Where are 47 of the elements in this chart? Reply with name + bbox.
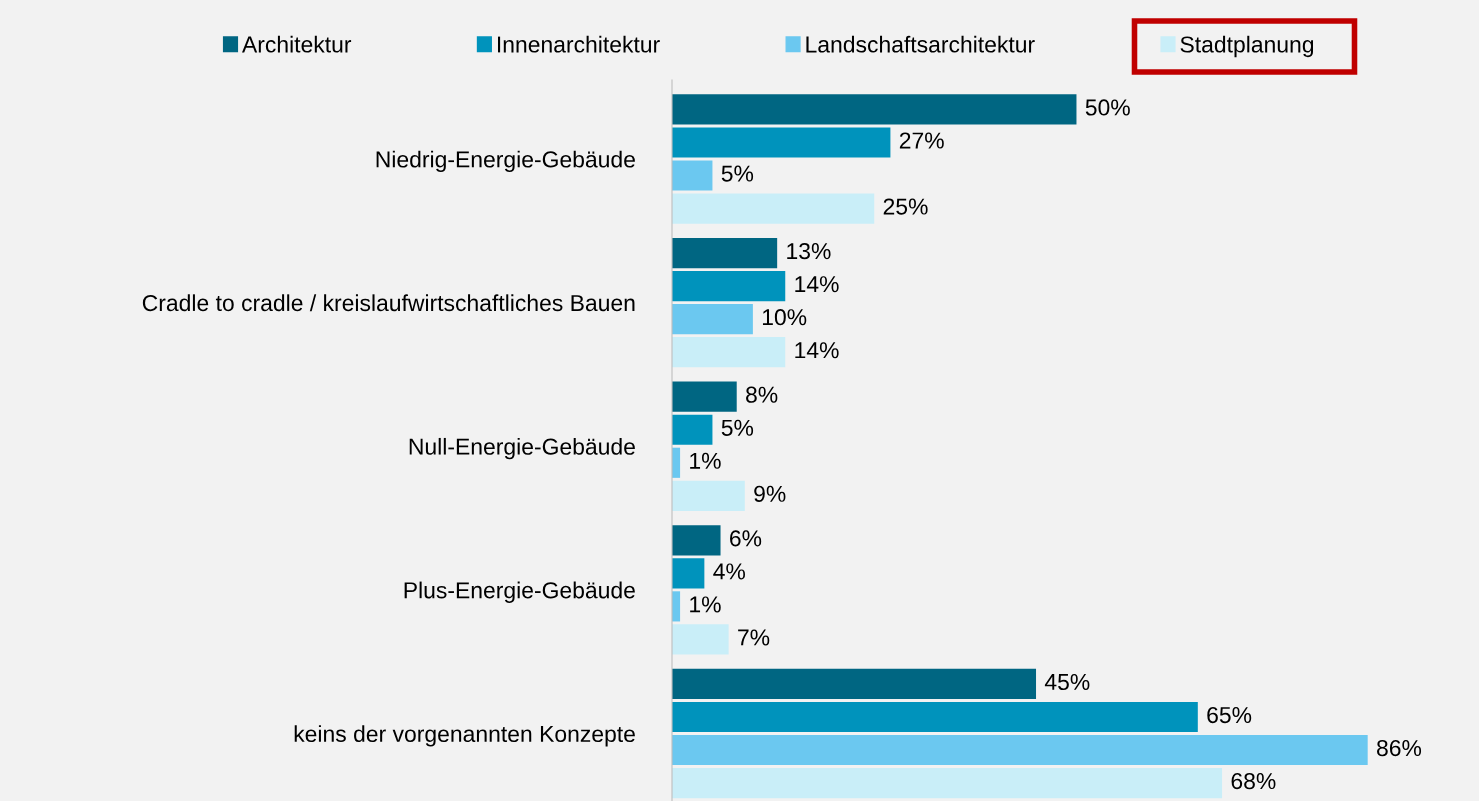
data-label: 1% xyxy=(690,452,721,469)
y-tick-label: keins der vorgenannten Konzepte xyxy=(294,725,635,747)
bar xyxy=(672,304,753,335)
data-label: 8% xyxy=(746,386,778,403)
bar xyxy=(672,668,1037,700)
data-label: 4% xyxy=(713,563,745,580)
y-tick-label: Null-Energie-Gebäude xyxy=(409,437,635,460)
data-label: 50% xyxy=(1085,99,1130,116)
bar xyxy=(672,767,1223,799)
data-label: 14% xyxy=(795,276,839,293)
bar xyxy=(672,525,721,556)
data-label: 65% xyxy=(1207,706,1252,724)
y-tick-label: Cradle to cradle / kreislaufwirtschaftliches Bauen xyxy=(142,294,635,312)
bar xyxy=(672,414,713,445)
data-label: 86% xyxy=(1377,739,1422,757)
bar xyxy=(672,381,737,412)
data-label: 7% xyxy=(738,629,770,646)
bar xyxy=(672,193,875,224)
legend-label: Landschaftsarchitektur xyxy=(806,35,1035,53)
data-label: 68% xyxy=(1231,772,1276,790)
data-label: 25% xyxy=(883,198,928,215)
y-tick-label: Plus-Energie-Gebäude xyxy=(404,581,635,603)
data-label: 5% xyxy=(721,165,754,182)
data-label: 5% xyxy=(721,419,754,436)
bar xyxy=(672,558,705,589)
data-label: 1% xyxy=(690,596,721,613)
data-label: 14% xyxy=(795,342,839,359)
data-label: 9% xyxy=(754,485,786,502)
y-tick-label: Niedrig-Energie-Gebäude xyxy=(376,150,635,173)
data-label: 10% xyxy=(762,309,807,326)
bar xyxy=(672,127,891,158)
bar xyxy=(672,237,778,269)
bar xyxy=(672,94,1077,125)
bar xyxy=(672,480,745,511)
bar xyxy=(672,734,1368,766)
legend-label: Stadtplanung xyxy=(1180,35,1314,58)
legend-label: Innenarchitektur xyxy=(497,35,660,53)
data-label: 27% xyxy=(899,132,944,149)
bar xyxy=(672,160,713,191)
data-label: 45% xyxy=(1044,673,1090,691)
data-label: 6% xyxy=(730,530,762,547)
bar xyxy=(672,337,786,368)
data-label: 13% xyxy=(787,242,831,260)
bar xyxy=(672,701,1198,733)
bar xyxy=(672,624,729,655)
bar xyxy=(672,271,786,302)
legend-label: Architektur xyxy=(242,35,352,53)
